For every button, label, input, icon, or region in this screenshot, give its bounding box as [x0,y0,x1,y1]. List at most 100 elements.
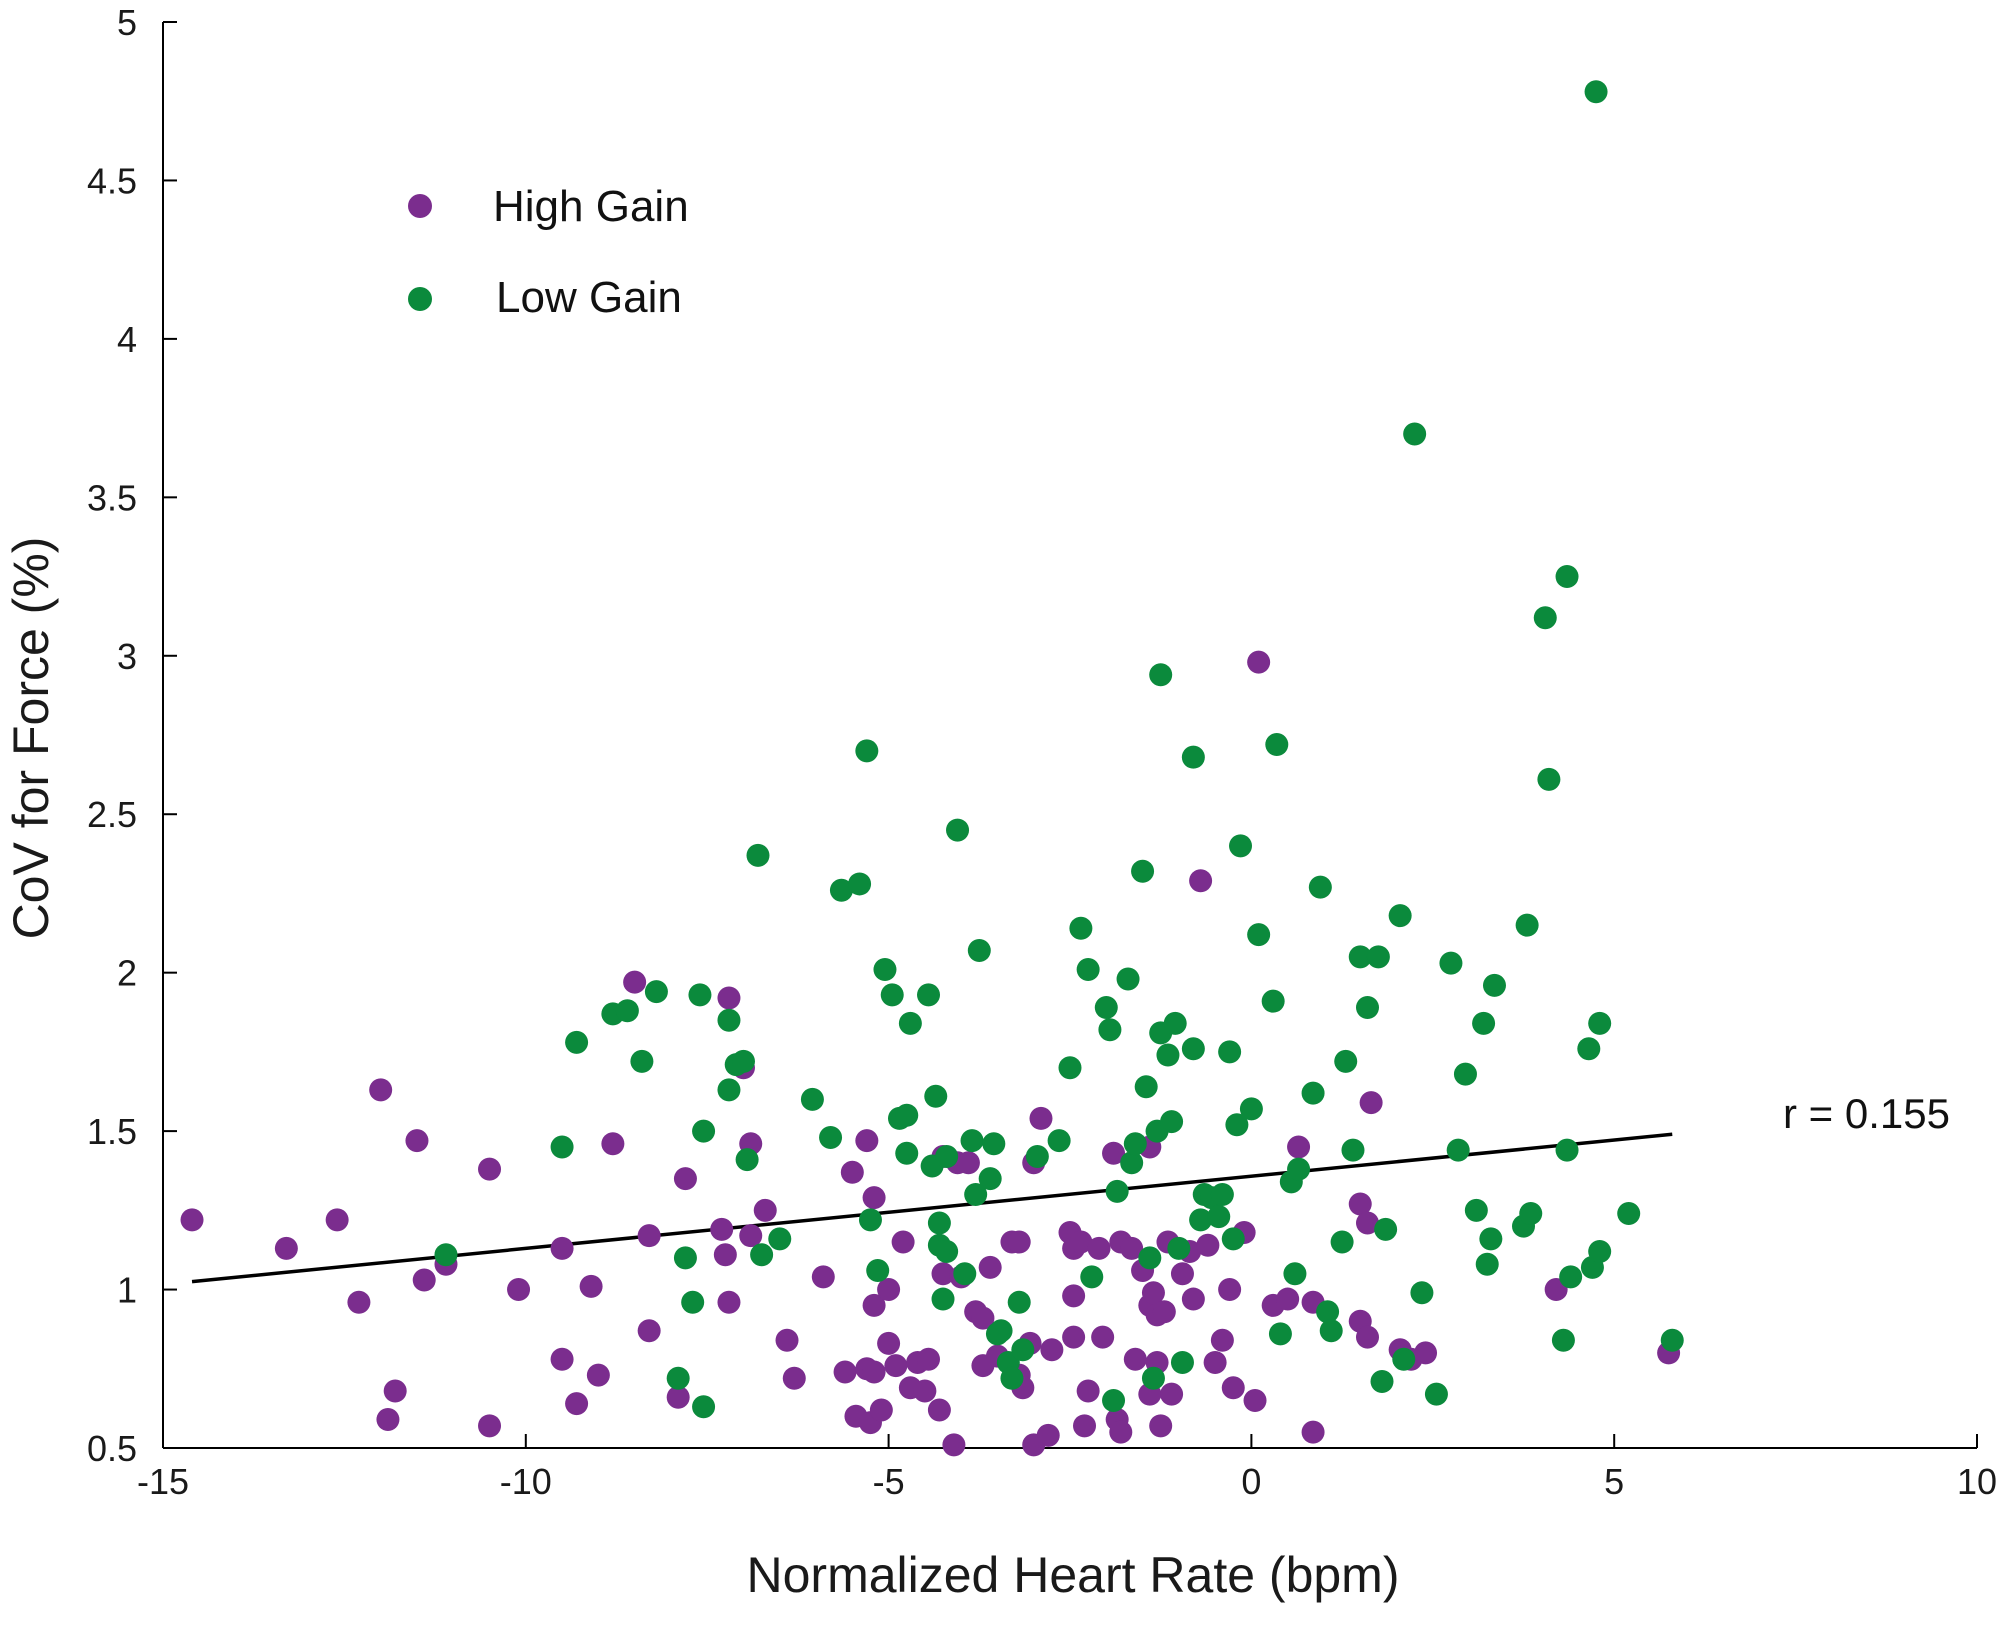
y-tick-label: 4 [117,319,137,360]
point-low-gain [1138,1246,1162,1270]
point-low-gain [1268,1322,1292,1346]
y-tick-label: 3 [117,636,137,677]
point-low-gain [1210,1182,1234,1206]
point-high-gain [855,1129,879,1153]
point-low-gain [880,983,904,1007]
point-low-gain [960,1129,984,1153]
point-high-gain [1040,1338,1064,1362]
point-low-gain [800,1087,824,1111]
point-low-gain [1537,767,1561,791]
point-high-gain [1301,1420,1325,1444]
point-high-gain [971,1306,995,1330]
point-high-gain [637,1224,661,1248]
point-low-gain [550,1135,574,1159]
point-high-gain [917,1347,941,1371]
point-low-gain [1533,606,1557,630]
point-high-gain [1203,1350,1227,1374]
point-high-gain [637,1319,661,1343]
point-low-gain [750,1243,774,1267]
x-tick-label: -10 [500,1461,552,1502]
point-low-gain [898,1011,922,1035]
point-high-gain [579,1274,603,1298]
point-low-gain [1551,1328,1575,1352]
point-high-gain [1091,1325,1115,1349]
point-high-gain [956,1151,980,1175]
point-low-gain [1069,916,1093,940]
point-low-gain [1515,913,1539,937]
point-low-gain [1370,1369,1394,1393]
point-high-gain [507,1278,531,1302]
y-tick-label: 5 [117,2,137,43]
point-low-gain [1319,1319,1343,1343]
point-low-gain [1080,1265,1104,1289]
point-high-gain [1109,1420,1133,1444]
point-high-gain [1007,1230,1031,1254]
point-low-gain [1519,1202,1543,1226]
point-high-gain [1247,650,1271,674]
point-low-gain [935,1240,959,1264]
point-low-gain [1355,996,1379,1020]
point-high-gain [1087,1236,1111,1260]
points-layer [180,80,1684,1457]
point-low-gain [848,872,872,896]
point-low-gain [630,1049,654,1073]
point-high-gain [1029,1106,1053,1130]
point-low-gain [1453,1062,1477,1086]
point-low-gain [946,818,970,842]
point-low-gain [1141,1366,1165,1390]
point-low-gain [1098,1018,1122,1042]
point-low-gain [1403,422,1427,446]
point-low-gain [688,983,712,1007]
point-low-gain [615,999,639,1023]
point-high-gain [739,1224,763,1248]
point-low-gain [927,1211,951,1235]
point-low-gain [1076,957,1100,981]
point-high-gain [978,1255,1002,1279]
y-tick-label: 2 [117,953,137,994]
point-low-gain [1439,951,1463,975]
point-low-gain [1218,1040,1242,1064]
point-low-gain [895,1141,919,1165]
x-tick-label: 5 [1604,1461,1624,1502]
point-high-gain [884,1354,908,1378]
point-low-gain [1181,745,1205,769]
x-tick-label: 0 [1241,1461,1261,1502]
legend-marker-high-gain [408,194,432,218]
point-high-gain [180,1208,204,1232]
point-high-gain [753,1198,777,1222]
point-high-gain [347,1290,371,1314]
point-high-gain [1276,1287,1300,1311]
point-high-gain [913,1379,937,1403]
point-low-gain [953,1262,977,1286]
point-low-gain [917,983,941,1007]
point-low-gain [873,957,897,981]
point-low-gain [1131,859,1155,883]
point-high-gain [478,1414,502,1438]
point-low-gain [895,1103,919,1127]
point-high-gain [717,1290,741,1314]
point-low-gain [565,1030,589,1054]
point-low-gain [1120,1151,1144,1175]
point-low-gain [1105,1179,1129,1203]
point-high-gain [1036,1423,1060,1447]
point-low-gain [1247,923,1271,947]
point-low-gain [1388,904,1412,928]
point-low-gain [866,1259,890,1283]
point-high-gain [1073,1414,1097,1438]
point-high-gain [1181,1287,1205,1311]
point-low-gain [1011,1338,1035,1362]
point-high-gain [478,1157,502,1181]
point-high-gain [927,1398,951,1422]
point-high-gain [1359,1091,1383,1115]
point-high-gain [586,1363,610,1387]
point-high-gain [1189,869,1213,893]
point-low-gain [1301,1081,1325,1105]
point-low-gain [1047,1129,1071,1153]
legend: High Gain Low Gain [408,182,689,322]
point-low-gain [1160,1110,1184,1134]
point-low-gain [1464,1198,1488,1222]
point-low-gain [855,739,879,763]
point-high-gain [1160,1382,1184,1406]
point-high-gain [1221,1376,1245,1400]
